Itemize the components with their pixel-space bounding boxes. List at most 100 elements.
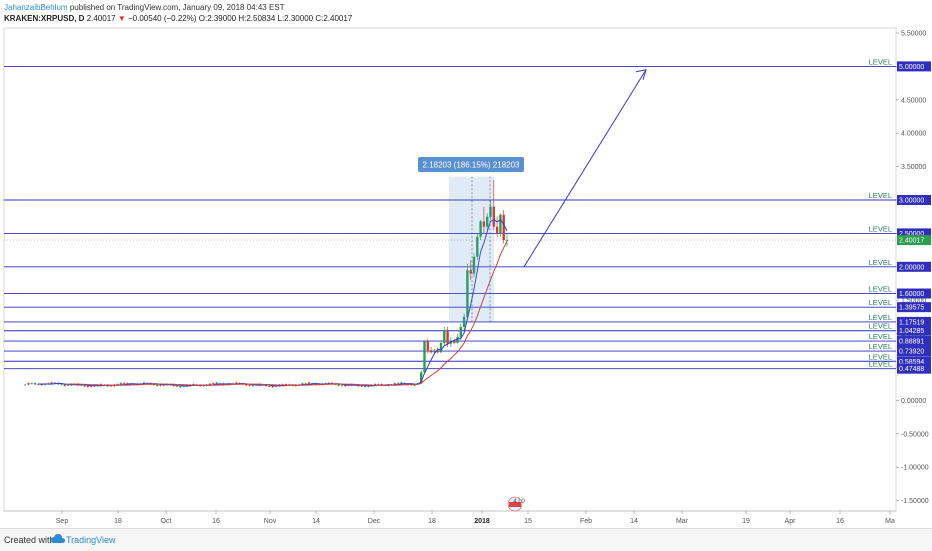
candle-body [123, 382, 126, 384]
level-price-tag-text: 0.88891 [899, 339, 924, 346]
candle-body [301, 383, 304, 385]
candle-body [340, 385, 344, 387]
level-label: LEVEL [869, 332, 892, 341]
open-label: O: [198, 14, 208, 23]
candle-body [119, 383, 123, 385]
price-chart[interactable]: 5.50000 5.00000 4.50000 4.00000 3.50000 3.000… [0, 26, 932, 528]
level-price-tag-text: 5.00000 [899, 64, 924, 71]
candle-body [212, 383, 215, 384]
level-price-tag-text: 0.73920 [899, 349, 924, 356]
candle-body [486, 216, 489, 227]
time-tick-label: 16 [212, 518, 220, 525]
price-tick-label: 1.50000 [901, 298, 926, 305]
level-price-tag-text: 1.17519 [899, 319, 924, 326]
candle-body [429, 350, 433, 353]
level-price-tag-text: 1.04285 [899, 328, 924, 335]
level-price-tag-text: 2.50000 [899, 231, 924, 238]
time-tick-label: Mar [676, 518, 689, 525]
down-arrow-icon: ▼ [117, 14, 126, 23]
chart-header: JahanzaibBehlum published on TradingView… [0, 0, 932, 26]
candle-body [472, 256, 476, 274]
measure-label: 2.18203 (186.15%) 218203 [423, 161, 521, 170]
measure-tool: 2.18203 (186.15%) 218203 [418, 157, 524, 323]
low-label: L: [277, 14, 285, 23]
level-label: LEVEL [869, 57, 892, 66]
open-value: 2.39000 [207, 14, 237, 23]
candle-body [453, 341, 456, 343]
projection-arrowhead [635, 69, 647, 80]
level-price-tag [897, 356, 931, 367]
level-label: LEVEL [869, 352, 892, 361]
candle-body [116, 384, 119, 385]
level-price-tag [897, 288, 931, 299]
candle-body [152, 384, 156, 386]
price-tick-label: -1.00000 [901, 465, 929, 472]
level-price-tag-text: 0.58594 [899, 359, 924, 366]
time-tick-label: 18 [114, 518, 122, 525]
candle-body [436, 350, 439, 353]
time-tick-label: 14 [312, 518, 320, 525]
level-label: LEVEL [869, 258, 892, 267]
low-value: 2.30000 [284, 14, 314, 23]
price-tick-label: 4.50000 [901, 97, 926, 104]
candle-body [360, 385, 363, 387]
projection-arrow-line [523, 69, 647, 268]
candle-body [489, 206, 492, 217]
event-marker-text: 4 | 0 [513, 499, 525, 505]
time-tick-label: Oct [161, 518, 172, 525]
price-tick-label: 0.00000 [901, 398, 926, 405]
candle-body [27, 383, 30, 385]
level-price-tag-text: 3.00000 [899, 198, 924, 205]
candle-body [459, 326, 462, 337]
last-price: 2.40017 [86, 14, 116, 23]
level-price-tag [897, 228, 931, 239]
candle-body [156, 384, 159, 386]
candle-body [420, 372, 423, 384]
candle-body [505, 240, 509, 241]
candle-body [245, 384, 248, 386]
level-price-tag [897, 346, 931, 357]
candle-body [446, 330, 449, 344]
candle-body [274, 385, 278, 387]
candle-body [502, 214, 505, 241]
created-with-text: Created with [4, 535, 55, 545]
candle-body [377, 384, 380, 386]
candle-body [63, 384, 66, 386]
level-price-tag [897, 325, 931, 336]
candle-body [126, 383, 129, 385]
tradingview-brand[interactable]: TradingView [66, 535, 116, 545]
candle-body [337, 384, 340, 386]
candle-body [50, 382, 53, 384]
ma-slow-line [68, 241, 508, 386]
candle-body [443, 330, 446, 343]
candle-body [185, 384, 189, 387]
candle-body [433, 350, 436, 353]
level-label: LEVEL [869, 285, 892, 294]
time-tick-label: 15 [524, 518, 532, 525]
time-tick-label: 2018 [474, 518, 490, 525]
level-label: LEVEL [869, 313, 892, 322]
event-flag-stripe [509, 502, 521, 507]
current-price-tag [897, 235, 931, 246]
tradingview-cloud-icon[interactable] [51, 534, 65, 546]
candle-body [426, 341, 429, 351]
event-marker: 4 | 0 [507, 496, 525, 512]
candle-body [60, 384, 63, 386]
candle-body [400, 382, 403, 384]
time-tick-label: 18 [428, 518, 436, 525]
candle-body [423, 341, 426, 373]
candle-body [476, 236, 479, 257]
measure-box [449, 176, 494, 323]
candle-body [271, 385, 274, 388]
candle-body [344, 384, 347, 387]
level-price-tag [897, 195, 931, 205]
candle-body [251, 384, 255, 386]
candle-body [182, 386, 185, 388]
horizontal-levels: LEVEL 5.00000 LEVEL 3.00000 LEVEL 2.50000 LEVE… [4, 57, 931, 374]
level-price-tag-text: 1.60000 [899, 291, 924, 298]
author-link[interactable]: JahanzaibBehlum [4, 3, 68, 12]
time-tick-label: Feb [580, 518, 592, 525]
level-label: LEVEL [869, 360, 892, 369]
price-tick-label: 4.00000 [901, 131, 926, 138]
time-tick-label: 16 [836, 518, 844, 525]
